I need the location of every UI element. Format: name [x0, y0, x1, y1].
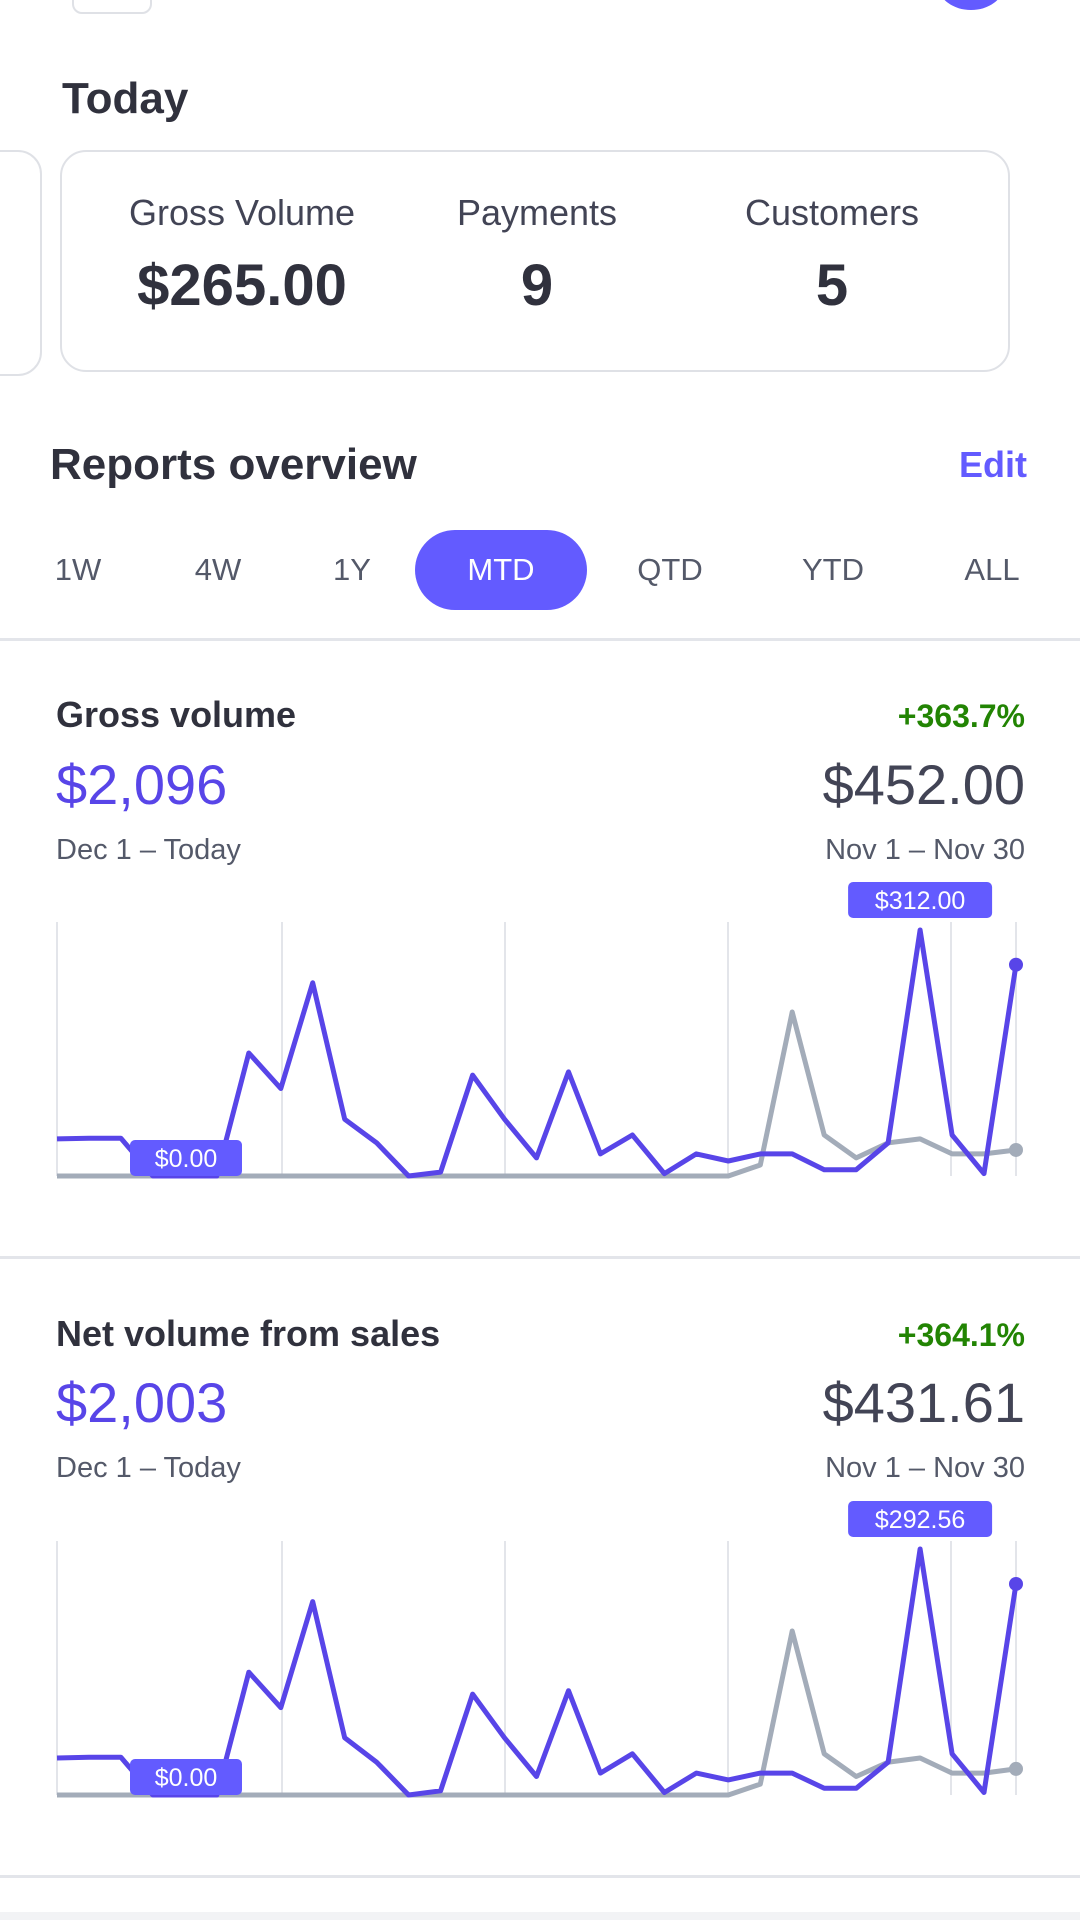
metric-gross-volume: Gross Volume $265.00 — [92, 192, 392, 319]
divider — [0, 1875, 1080, 1878]
previous-value: $431.61 — [822, 1371, 1025, 1434]
chart-title: Gross volume — [56, 694, 297, 735]
today-title: Today — [62, 74, 189, 123]
previous-summary-card[interactable] — [0, 150, 42, 376]
current-value: $2,003 — [56, 1371, 228, 1434]
metric-customers: Customers 5 — [682, 192, 982, 319]
current-range: Dec 1 – Today — [56, 834, 241, 866]
tooltip-low-label: $0.00 — [155, 1145, 218, 1173]
current-period-endpoint — [1009, 1576, 1023, 1591]
bottom-strip — [0, 1912, 1080, 1920]
previous-range: Nov 1 – Nov 30 — [825, 1452, 1025, 1484]
metric-label: Payments — [456, 192, 618, 233]
tab-all[interactable]: ALL — [964, 552, 1020, 587]
tab-4w[interactable]: 4W — [194, 552, 242, 587]
metric-payments: Payments 9 — [387, 192, 687, 319]
tab-1y[interactable]: 1Y — [333, 552, 371, 587]
change-percent: +364.1% — [897, 1317, 1025, 1353]
current-period-endpoint — [1009, 957, 1023, 972]
reports-overview-title: Reports overview — [50, 440, 417, 489]
current-period-line — [56, 1546, 1019, 1798]
tooltip-low: $0.00 — [130, 1140, 242, 1176]
tooltip-high: $292.56 — [848, 1501, 993, 1537]
current-range: Dec 1 – Today — [56, 1452, 241, 1484]
tooltip-high-label: $312.00 — [875, 887, 965, 915]
metric-label: Gross Volume — [128, 192, 356, 233]
metric-label: Customers — [744, 192, 920, 233]
chart-title: Net volume from sales — [56, 1313, 441, 1354]
previous-period-endpoint — [1009, 1142, 1023, 1157]
account-avatar[interactable] — [938, 0, 1004, 10]
top-partial-button[interactable] — [72, 0, 152, 14]
tab-qtd[interactable]: QTD — [637, 552, 703, 587]
tab-ytd[interactable]: YTD — [802, 552, 864, 587]
divider — [0, 1256, 1080, 1259]
previous-value: $452.00 — [822, 753, 1025, 816]
today-summary-card[interactable]: Gross Volume $265.00 Payments 9 Customer… — [60, 150, 1010, 372]
tooltip-high: $312.00 — [848, 882, 993, 918]
tooltip-high-label: $292.56 — [875, 1506, 965, 1534]
edit-button[interactable]: Edit — [959, 444, 1027, 485]
tooltip-low-label: $0.00 — [155, 1764, 218, 1792]
divider — [0, 638, 1080, 641]
change-percent: +363.7% — [897, 698, 1025, 734]
metric-value: 5 — [815, 253, 849, 318]
previous-range: Nov 1 – Nov 30 — [825, 834, 1025, 866]
metric-value: $265.00 — [137, 253, 347, 318]
tooltip-low: $0.00 — [130, 1759, 242, 1795]
previous-period-endpoint — [1009, 1761, 1023, 1776]
tab-mtd[interactable]: MTD — [415, 530, 587, 610]
current-value: $2,096 — [56, 753, 228, 816]
tab-1w[interactable]: 1W — [54, 552, 102, 587]
metric-value: 9 — [520, 253, 554, 318]
